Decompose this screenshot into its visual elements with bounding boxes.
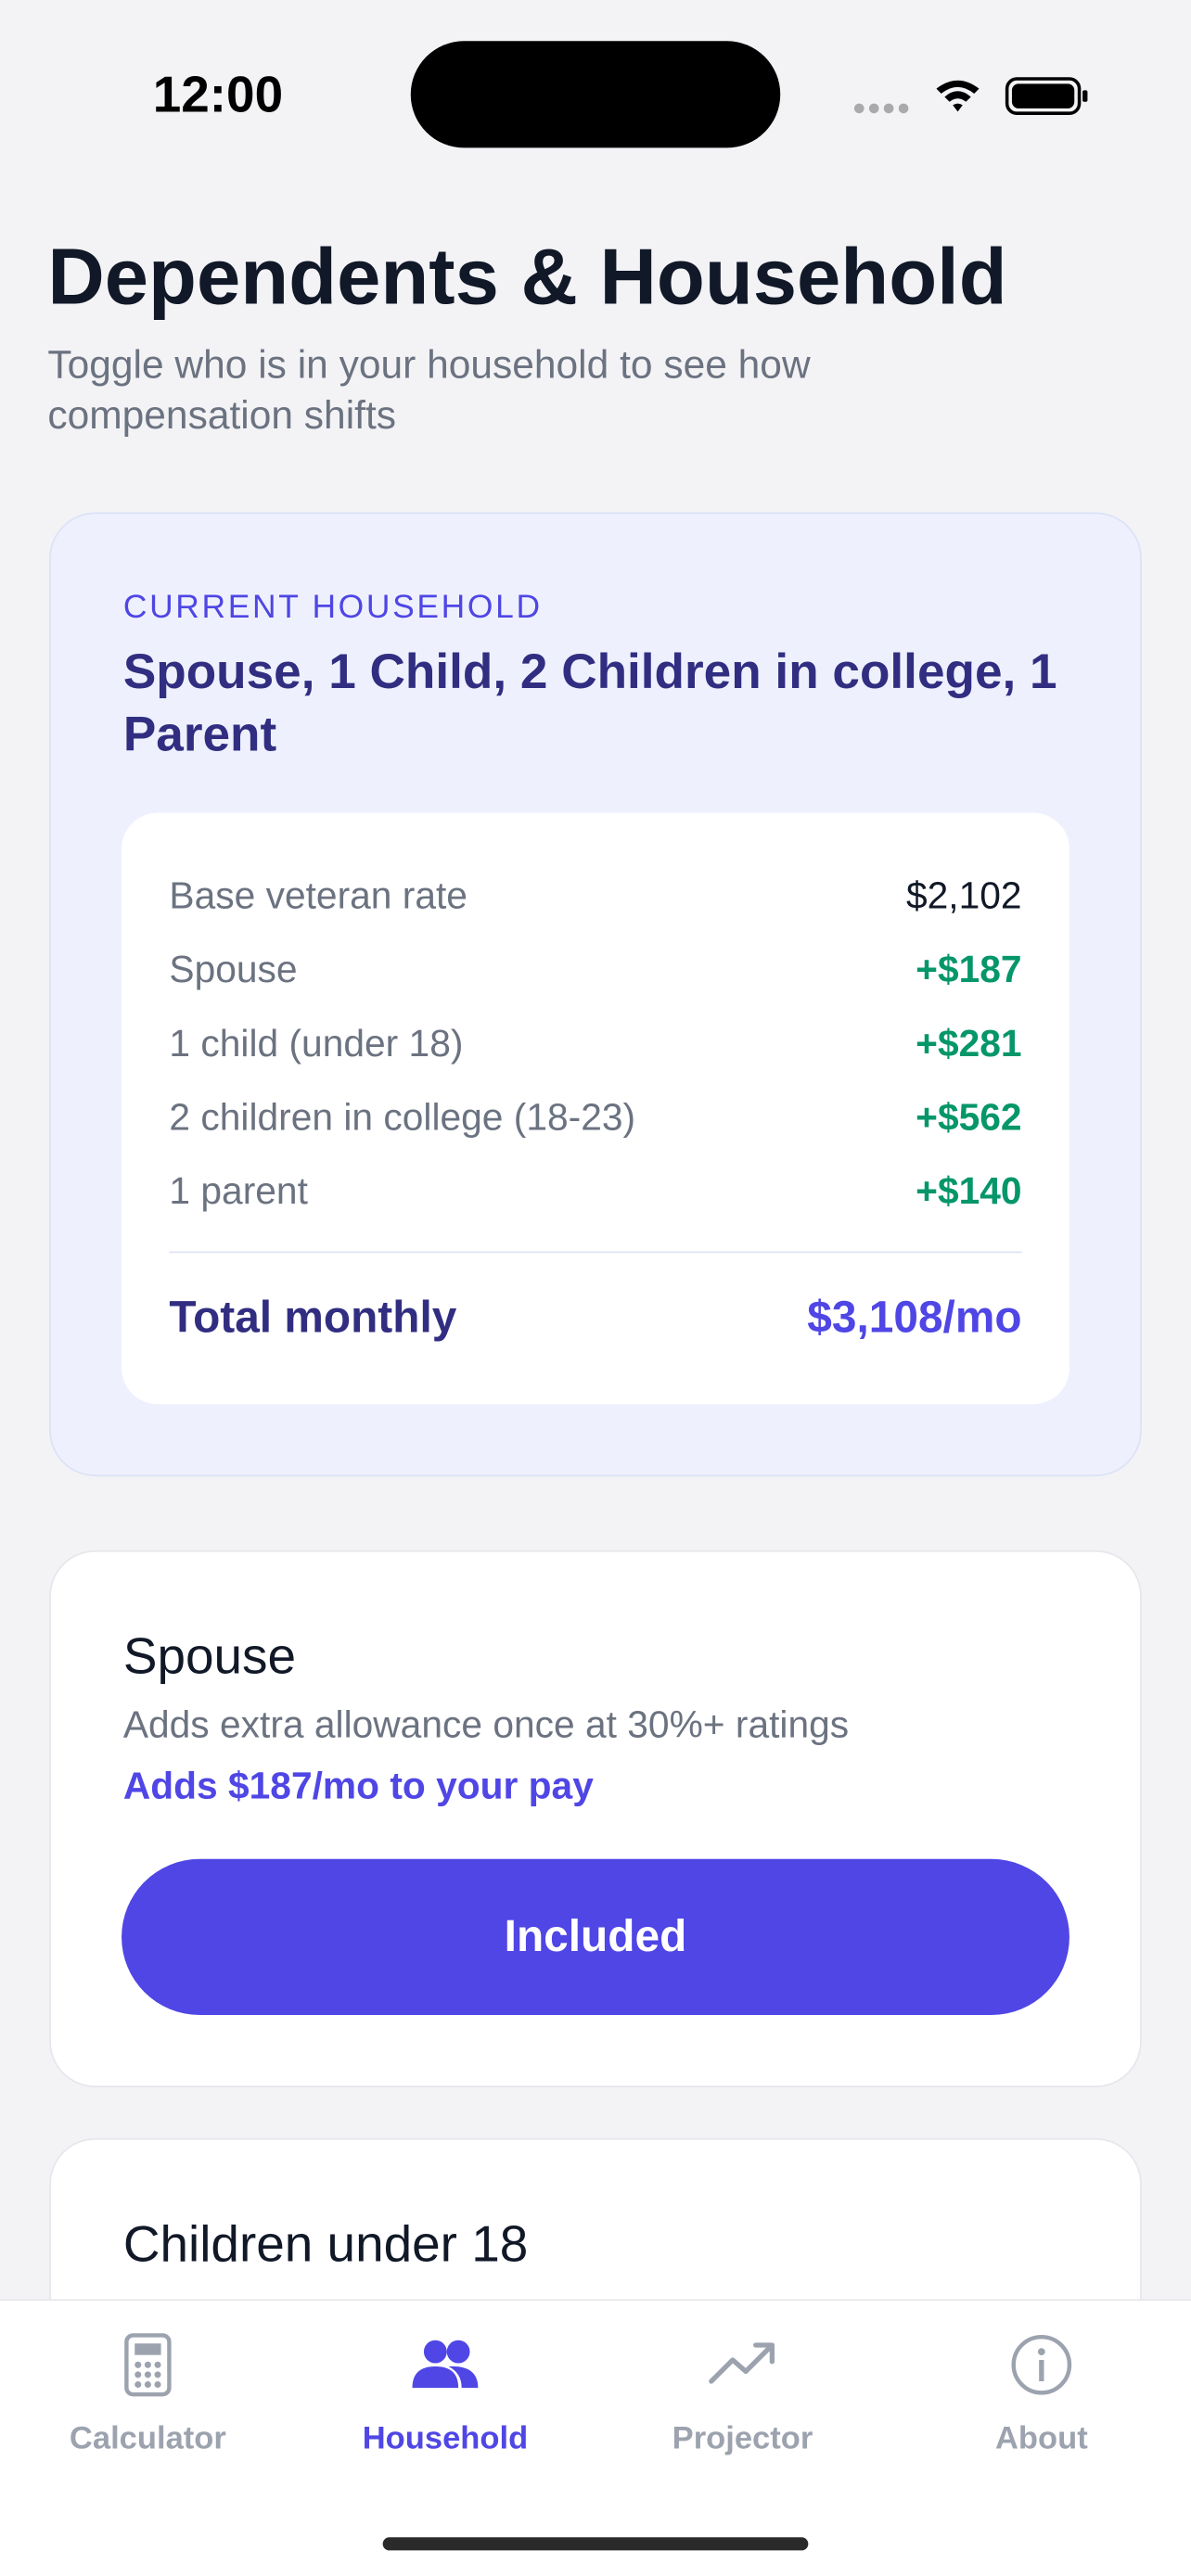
household-text: Spouse, 1 Child, 2 Children in college, … (122, 645, 1057, 762)
household-icon (412, 2340, 479, 2389)
tab-bar (0, 2299, 1191, 2576)
spouse-card: Spouse Adds extra allowance once at 30%+… (49, 1549, 1142, 2087)
about-icon (1011, 2334, 1072, 2395)
row-label: Spouse (169, 947, 298, 990)
status-icons (853, 77, 1088, 115)
tab[interactable]: Projector (611, 2332, 874, 2458)
tab[interactable]: Calculator (17, 2332, 279, 2458)
dynamic-island (410, 41, 781, 148)
row-value: +$562 (916, 1095, 1022, 1139)
breakdown-row: Spouse +$187 (169, 944, 1021, 993)
tab-label: Projector (672, 2420, 813, 2457)
row-label: 2 children in college (18-23) (169, 1095, 636, 1139)
page-subtitle: Toggle who is in your household to see h… (47, 343, 811, 439)
tab-label: Calculator (69, 2420, 226, 2457)
breakdown-row: 2 children in college (18-23) +$562 (169, 1092, 1021, 1141)
tab[interactable]: About (910, 2332, 1172, 2458)
divider (169, 1251, 1022, 1254)
card-effect: Adds $187/mo to your pay (122, 1764, 594, 1807)
row-label: 1 child (under 18) (169, 1021, 464, 1065)
page-title: Dependents & Household (47, 235, 1007, 323)
row-label: 1 parent (169, 1168, 308, 1213)
calculator-icon (124, 2333, 172, 2397)
home-indicator (382, 2537, 809, 2551)
tab-label: About (994, 2420, 1088, 2457)
total-value: $3,108/mo (807, 1292, 1022, 1342)
summary-card: CURRENT HOUSEHOLD Spouse, 1 Child, 2 Chi… (49, 512, 1142, 1477)
breakdown-row: Base veteran rate $2,102 (169, 871, 1021, 920)
total-label: Total monthly (169, 1292, 457, 1342)
total-row: Total monthly $3,108/mo (169, 1293, 1021, 1342)
row-label: Base veteran rate (169, 874, 467, 917)
row-value: +$187 (916, 947, 1022, 990)
row-value: +$140 (916, 1168, 1022, 1213)
toggle-button[interactable]: Included (122, 1858, 1069, 2016)
card-description: Adds extra allowance once at 30%+ rating… (122, 1702, 850, 1746)
summary-label: CURRENT HOUSEHOLD (122, 589, 543, 626)
breakdown: Total monthly $3,108/mo Base veteran rat… (122, 812, 1069, 1405)
breakdown-row: 1 child (under 18) +$281 (169, 1018, 1021, 1067)
tab-label: Household (362, 2420, 529, 2457)
projector-icon (709, 2342, 775, 2384)
tab[interactable]: Household (314, 2332, 576, 2458)
breakdown-row: 1 parent +$140 (169, 1166, 1021, 1215)
card-title: Spouse (122, 1627, 297, 1686)
card-title: Children under 18 (122, 2215, 529, 2274)
row-value: +$281 (916, 1021, 1022, 1065)
row-value: $2,102 (905, 874, 1022, 917)
status-time: 12:00 (152, 65, 284, 123)
